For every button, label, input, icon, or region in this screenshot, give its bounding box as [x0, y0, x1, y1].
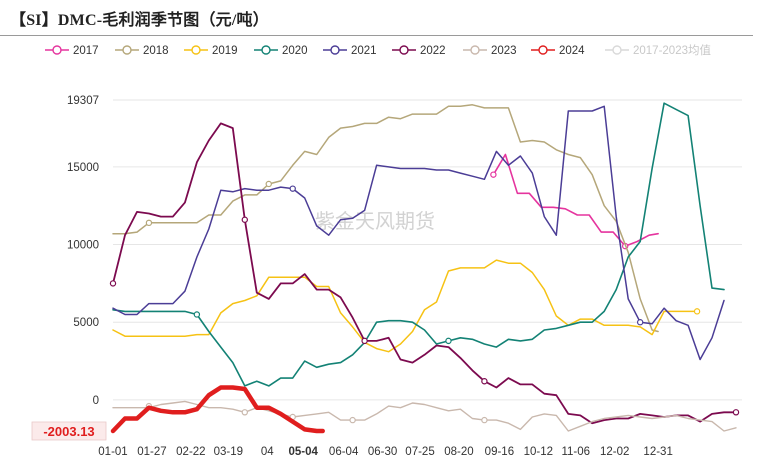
legend-marker-2021	[330, 45, 340, 55]
series-point-2022-3	[481, 378, 488, 385]
series-line-2019	[112, 259, 698, 353]
x-tick-label-12-31: 12-31	[643, 446, 672, 458]
legend-label-2021: 2021	[351, 45, 377, 57]
legend-marker-2017-2023	[612, 45, 622, 55]
series-line-2017	[492, 153, 659, 247]
chart-title: 【SI】DMC-毛利润季节图（元/吨）	[10, 12, 269, 29]
data-labels: -2003.13	[31, 421, 107, 441]
x-tick-label-10-12: 10-12	[524, 446, 553, 458]
x-tick-label-11-06: 11-06	[561, 446, 590, 458]
series-line-2022	[112, 122, 737, 425]
series-point-2023-1	[241, 409, 248, 416]
series-point-2023-3	[349, 416, 356, 424]
legend-marker-2024	[538, 45, 548, 55]
legend-marker-2019	[191, 45, 201, 55]
y-axis-ticks: 0 5000 10000 15000 19307	[67, 95, 99, 407]
x-axis-ticks: 01-01 01-27 02-22 03-19 04 05-04 06-04 06-30 07-…	[98, 446, 673, 458]
series-line-2018	[112, 104, 659, 333]
legend-label-2022: 2022	[420, 45, 446, 57]
y-tick-label-0: 0	[93, 395, 99, 407]
last-value-badge	[31, 421, 107, 441]
series-point-2019-0	[693, 308, 701, 315]
x-tick-label-09-16: 09-16	[485, 446, 514, 458]
watermark: 紫金天风期货	[315, 209, 435, 233]
series-line-2023	[112, 400, 737, 432]
series-line-2024	[110, 385, 325, 434]
legend-marker-2017	[52, 45, 62, 55]
series-line-2020	[112, 102, 725, 387]
series-point-2022-1	[241, 216, 248, 223]
legend: 2017 2018 2019 2020 2021 2022 2023 2024 2017-202…	[45, 44, 711, 57]
x-tick-label-12-02: 12-02	[600, 446, 629, 458]
legend-marker-2018	[122, 45, 132, 55]
series-point-2018-1	[265, 180, 272, 188]
x-tick-label-03-19: 03-19	[214, 446, 243, 458]
legend-label-2019: 2019	[212, 45, 238, 57]
series-line-2021	[112, 105, 725, 361]
legend-label-2024: 2024	[559, 45, 585, 57]
y-tick-label-15000: 15000	[67, 162, 99, 174]
x-tick-label-02-22: 02-22	[176, 446, 205, 458]
legend-marker-2020	[261, 45, 271, 55]
y-tick-label-19307: 19307	[67, 95, 99, 107]
last-value-label: -2003.13	[43, 424, 94, 439]
x-tick-label-08-20: 08-20	[444, 446, 473, 458]
series-point-2021-0	[289, 185, 296, 192]
title-divider	[0, 35, 753, 36]
x-tick-label-01-01: 01-01	[98, 446, 127, 458]
series-point-2022-4	[732, 409, 740, 416]
x-tick-label-05-04: 05-04	[288, 446, 318, 458]
series-point-2021-1	[636, 319, 644, 326]
y-tick-label-10000: 10000	[67, 240, 99, 252]
series-point-2022-2	[361, 337, 368, 345]
legend-label-2017: 2017	[73, 45, 99, 57]
legend-label-2018: 2018	[143, 45, 169, 57]
series-point-2022-0	[109, 280, 117, 287]
legend-marker-2022	[399, 45, 409, 55]
y-tick-label-5000: 5000	[73, 317, 99, 329]
legend-label-2017-2023: 2017-2023均值	[633, 44, 711, 57]
series-point-2020-1	[445, 337, 452, 345]
x-tick-label-04: 04	[261, 446, 274, 458]
x-tick-label-06-04: 06-04	[329, 446, 359, 458]
series-point-2020-0	[193, 311, 201, 318]
x-tick-label-06-30: 06-30	[368, 446, 397, 458]
legend-label-2020: 2020	[282, 45, 308, 57]
series-point-2017-0	[490, 171, 497, 178]
series-point-2023-4	[481, 416, 488, 424]
legend-label-2023: 2023	[491, 45, 517, 57]
x-tick-label-01-27: 01-27	[137, 446, 166, 458]
series-point-2018-0	[145, 219, 153, 227]
series-lines	[109, 102, 740, 434]
legend-marker-2023	[470, 45, 480, 55]
x-tick-label-07-25: 07-25	[405, 446, 434, 458]
